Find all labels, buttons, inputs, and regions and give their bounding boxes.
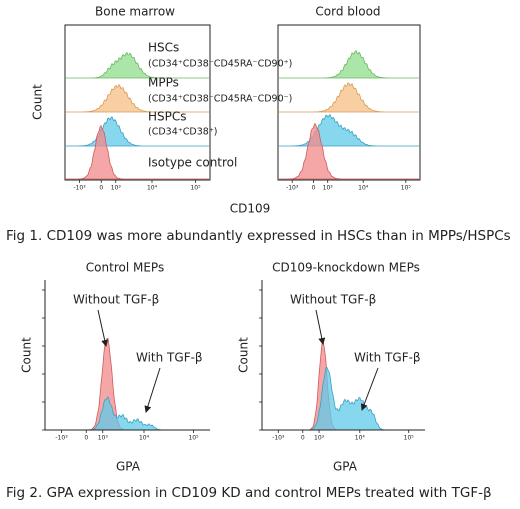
population-name: Isotype control (148, 156, 237, 170)
x-tick-label: 10⁵ (190, 185, 201, 192)
histogram (263, 366, 424, 431)
histogram (279, 113, 419, 147)
arrow (315, 309, 326, 345)
histogram (279, 82, 419, 113)
population-name: HSPCs (148, 110, 187, 124)
panel-title: Cord blood (315, 5, 380, 19)
x-tick-label: -10³ (272, 435, 285, 442)
x-tick-label: 10⁵ (401, 185, 412, 192)
x-tick-label: 10³ (98, 435, 109, 442)
population-markers: (CD34⁺CD38⁻CD45RA⁻CD90⁻) (148, 94, 292, 105)
x-axis-label: GPA (116, 460, 141, 474)
histogram (66, 124, 209, 180)
arrow (360, 367, 379, 411)
x-tick-label: 0 (301, 435, 305, 442)
population-markers: (CD34⁺CD38⁻CD45RA⁻CD90⁺) (148, 59, 292, 70)
histogram (279, 49, 419, 79)
annotation: Without TGF-β (290, 293, 376, 307)
x-tick-label: 10⁴ (355, 435, 366, 442)
arrow (144, 367, 161, 413)
caption: Fig 1. CD109 was more abundantly express… (6, 228, 511, 244)
x-tick-label: 10³ (314, 435, 325, 442)
panel-frame (64, 24, 211, 181)
arrow (97, 309, 109, 347)
x-tick-label: 0 (312, 185, 316, 192)
population-name: MPPs (148, 76, 179, 90)
histogram (66, 83, 209, 113)
histogram (66, 52, 209, 79)
x-tick-label: 0 (84, 435, 88, 442)
histogram (46, 396, 209, 431)
annotation: With TGF-β (354, 351, 421, 365)
x-tick-label: 0 (99, 185, 103, 192)
x-tick-label: -10³ (286, 185, 299, 192)
x-tick-label: -10³ (73, 185, 86, 192)
population-name: HSCs (148, 41, 179, 55)
x-tick-label: 10⁴ (147, 185, 158, 192)
caption: Fig 2. GPA expression in CD109 KD and co… (6, 485, 492, 501)
x-tick-label: 10⁴ (139, 435, 150, 442)
panel-title: CD109-knockdown MEPs (272, 261, 420, 275)
y-axis-label: Count (31, 84, 45, 120)
y-axis-label: Count (20, 337, 34, 373)
population-markers: (CD34⁺CD38⁺) (148, 127, 218, 138)
x-axis-label: CD109 (230, 202, 271, 216)
y-axis-label: Count (237, 337, 251, 373)
x-tick-label: -10³ (55, 435, 68, 442)
x-tick-label: 10⁴ (358, 185, 369, 192)
x-tick-label: 10³ (111, 185, 122, 192)
annotation: Without TGF-β (73, 293, 159, 307)
annotation: With TGF-β (136, 351, 203, 365)
x-tick-label: 10⁵ (188, 435, 199, 442)
x-tick-label: 10⁵ (404, 435, 415, 442)
x-tick-label: 10³ (323, 185, 334, 192)
panel-title: Control MEPs (86, 261, 164, 275)
panel-title: Bone marrow (95, 5, 175, 19)
histogram (279, 122, 419, 180)
panel-frame (277, 24, 421, 181)
x-axis-label: GPA (333, 460, 358, 474)
